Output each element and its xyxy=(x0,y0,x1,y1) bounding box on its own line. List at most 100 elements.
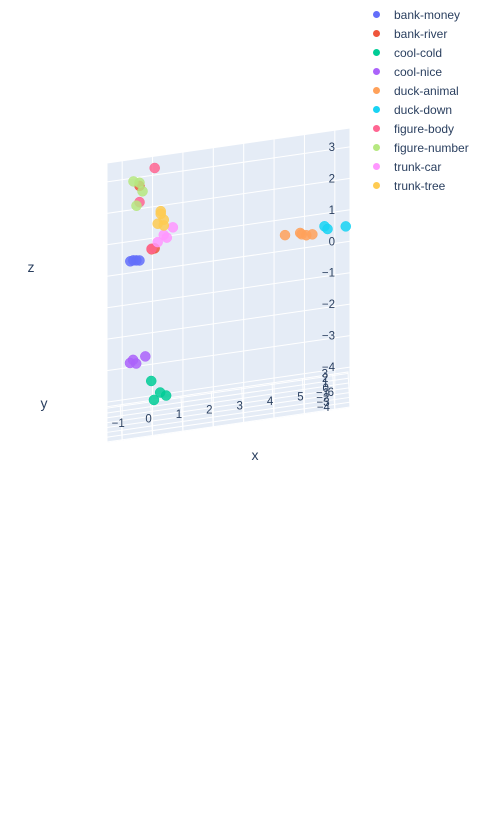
legend-marker xyxy=(373,144,380,151)
data-point-bank-money[interactable] xyxy=(134,255,145,266)
legend-item[interactable]: bank-money xyxy=(364,5,469,24)
y-tick-label: 3 xyxy=(322,368,328,380)
z-gridline xyxy=(106,240,351,277)
data-point-duck-down[interactable] xyxy=(340,221,352,232)
z-gridline xyxy=(104,240,108,277)
legend-label: figure-number xyxy=(394,140,469,155)
x-tick-label: 6 xyxy=(328,387,334,399)
z-tick-label: 3 xyxy=(329,142,335,154)
z-gridline xyxy=(106,177,351,214)
z-gridline xyxy=(106,272,351,309)
y-gridline xyxy=(105,377,349,414)
y-tick-label: −1 xyxy=(316,388,329,400)
legend: bank-money bank-river cool-cold cool-nic… xyxy=(364,5,469,195)
legend-marker xyxy=(373,87,380,94)
legend-item[interactable]: trunk-tree xyxy=(364,176,469,195)
y-tick-label: −2 xyxy=(316,392,329,404)
legend-item[interactable]: cool-nice xyxy=(364,62,469,81)
legend-item[interactable]: figure-number xyxy=(364,138,469,157)
legend-item[interactable]: duck-down xyxy=(364,100,469,119)
y-axis-title: y xyxy=(41,395,48,411)
data-point-trunk-tree[interactable] xyxy=(155,208,166,220)
legend-label: bank-money xyxy=(394,7,461,22)
legend-item[interactable]: figure-body xyxy=(364,119,469,138)
data-point-figure-number[interactable] xyxy=(128,176,139,187)
z-gridline xyxy=(104,366,108,403)
legend-label: duck-down xyxy=(394,102,453,117)
data-point-cool-nice[interactable] xyxy=(140,351,151,362)
legend-item[interactable]: duck-animal xyxy=(364,81,469,100)
legend-label: bank-river xyxy=(394,26,448,41)
y-gridline xyxy=(105,382,349,419)
y-gridline xyxy=(106,392,350,429)
data-point-duck-down[interactable] xyxy=(322,223,333,235)
legend-item[interactable]: bank-river xyxy=(364,24,469,43)
legend-item[interactable]: cool-cold xyxy=(364,43,469,62)
legend-label: trunk-tree xyxy=(394,178,446,193)
x-tick-label: 1 xyxy=(176,409,182,421)
legend-item[interactable]: trunk-car xyxy=(364,157,469,176)
data-point-duck-animal[interactable] xyxy=(296,229,307,240)
legend-label: cool-cold xyxy=(394,45,443,60)
scene-gridlines xyxy=(104,128,351,443)
x-tick-label: 0 xyxy=(145,413,151,425)
data-point-cool-cold[interactable] xyxy=(145,375,157,387)
z-gridline xyxy=(104,334,108,371)
data-point-duck-animal[interactable] xyxy=(279,229,291,241)
scene-markers xyxy=(124,162,352,406)
data-point-figure-number[interactable] xyxy=(131,200,142,211)
data-point-cool-nice[interactable] xyxy=(130,358,142,369)
z-tick-label: 0 xyxy=(329,236,335,248)
x-tick-label: −1 xyxy=(112,418,125,430)
y-gridline xyxy=(105,387,349,424)
z-gridline xyxy=(106,335,351,372)
data-point-cool-cold[interactable] xyxy=(148,394,160,406)
y-tick-label: −4 xyxy=(317,402,331,414)
data-point-cool-cold[interactable] xyxy=(160,390,172,401)
data-point-figure-body[interactable] xyxy=(146,243,157,255)
z-tick-label: −3 xyxy=(322,331,335,343)
x-tick-label: 3 xyxy=(236,400,242,412)
data-point-trunk-car[interactable] xyxy=(161,232,173,243)
y-tick-label: 0 xyxy=(322,383,328,395)
z-tick-label: −4 xyxy=(322,362,336,374)
legend-marker xyxy=(373,68,380,75)
legend-label: figure-body xyxy=(394,121,455,136)
z-gridline xyxy=(106,146,351,183)
data-point-duck-animal[interactable] xyxy=(307,229,318,240)
legend-marker xyxy=(373,125,380,132)
y-gridline xyxy=(106,406,351,443)
z-gridline xyxy=(106,209,351,246)
legend-marker xyxy=(373,106,380,113)
legend-marker xyxy=(373,182,380,189)
legend-marker xyxy=(373,49,380,56)
data-point-trunk-tree[interactable] xyxy=(158,220,170,231)
z-gridline xyxy=(106,303,351,340)
z-tick-label: 1 xyxy=(329,205,335,217)
x-tick-label: 5 xyxy=(297,392,303,404)
z-gridline xyxy=(104,177,108,214)
y-tick-label: 1 xyxy=(322,378,328,390)
legend-marker xyxy=(373,30,380,37)
data-point-figure-body[interactable] xyxy=(149,162,160,174)
y-tick-label: −3 xyxy=(317,397,330,409)
z-gridline xyxy=(104,271,108,308)
z-tick-label: −1 xyxy=(322,268,335,280)
y-tick-label: 2 xyxy=(322,373,328,385)
x-axis-title: x xyxy=(252,447,259,463)
y-gridline xyxy=(106,396,350,433)
data-point-trunk-car[interactable] xyxy=(152,236,163,248)
data-point-figure-number[interactable] xyxy=(137,186,148,197)
data-point-bank-money[interactable] xyxy=(125,256,136,267)
y-gridline xyxy=(105,372,349,409)
z-axis-title: z xyxy=(28,259,35,275)
legend-marker xyxy=(373,11,380,18)
z-gridline xyxy=(106,366,351,403)
legend-marker xyxy=(373,163,380,170)
data-point-trunk-car[interactable] xyxy=(167,222,179,233)
z-gridline xyxy=(104,208,108,245)
legend-label: trunk-car xyxy=(394,159,442,174)
x-tick-label: 4 xyxy=(267,396,274,408)
